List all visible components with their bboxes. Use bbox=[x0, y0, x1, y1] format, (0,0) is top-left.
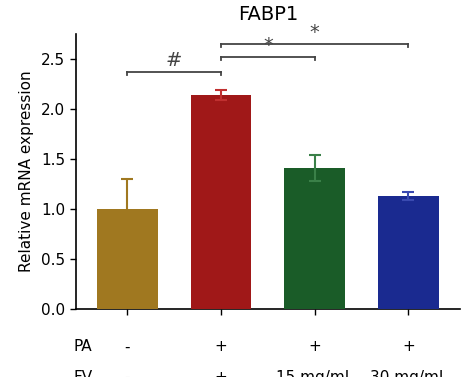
Text: *: * bbox=[310, 23, 319, 42]
Y-axis label: Relative mRNA expression: Relative mRNA expression bbox=[19, 71, 34, 272]
Text: +: + bbox=[215, 370, 228, 377]
Text: +: + bbox=[308, 339, 321, 354]
Title: FABP1: FABP1 bbox=[237, 5, 298, 24]
Bar bbox=[191, 95, 251, 309]
Text: FV: FV bbox=[73, 370, 92, 377]
Text: 30 mg/mL: 30 mg/mL bbox=[370, 370, 447, 377]
Text: *: * bbox=[263, 36, 273, 55]
Text: -: - bbox=[125, 370, 130, 377]
Bar bbox=[378, 196, 439, 309]
Bar bbox=[284, 168, 345, 309]
Text: PA: PA bbox=[73, 339, 91, 354]
Bar bbox=[97, 209, 158, 309]
Text: #: # bbox=[166, 51, 182, 70]
Text: +: + bbox=[402, 339, 415, 354]
Text: -: - bbox=[125, 339, 130, 354]
Text: 15 mg/mL: 15 mg/mL bbox=[276, 370, 353, 377]
Text: +: + bbox=[215, 339, 228, 354]
